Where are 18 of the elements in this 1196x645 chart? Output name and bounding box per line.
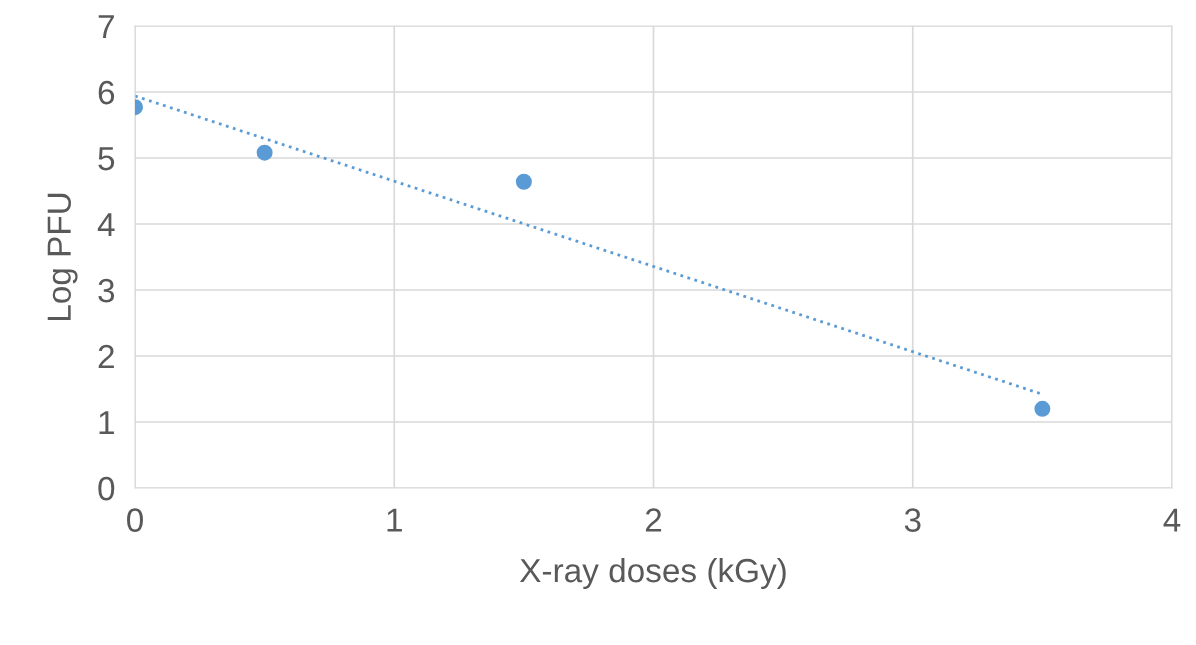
y-tick-label: 0 <box>98 476 115 501</box>
y-tick-label: 6 <box>98 80 115 105</box>
y-axis-title: Log PFU <box>47 193 78 321</box>
x-tick-label: 4 <box>1163 508 1181 532</box>
x-axis-title: X-ray doses (kGy) <box>519 557 786 590</box>
y-tick-label: 5 <box>98 147 115 171</box>
y-tick-label: 1 <box>99 411 114 435</box>
y-tick-label: 2 <box>98 344 114 369</box>
y-tick-label: 3 <box>98 278 115 303</box>
point <box>1034 400 1051 417</box>
y-tick-label: 7 <box>98 15 114 39</box>
x-tick-label: 1 <box>387 508 402 532</box>
point <box>515 173 532 190</box>
x-tick-label: 0 <box>127 508 143 532</box>
x-tick-label: 2 <box>645 508 662 532</box>
y-tick-label: 4 <box>97 213 115 237</box>
point <box>256 144 273 161</box>
x-tick-label: 3 <box>904 508 921 532</box>
